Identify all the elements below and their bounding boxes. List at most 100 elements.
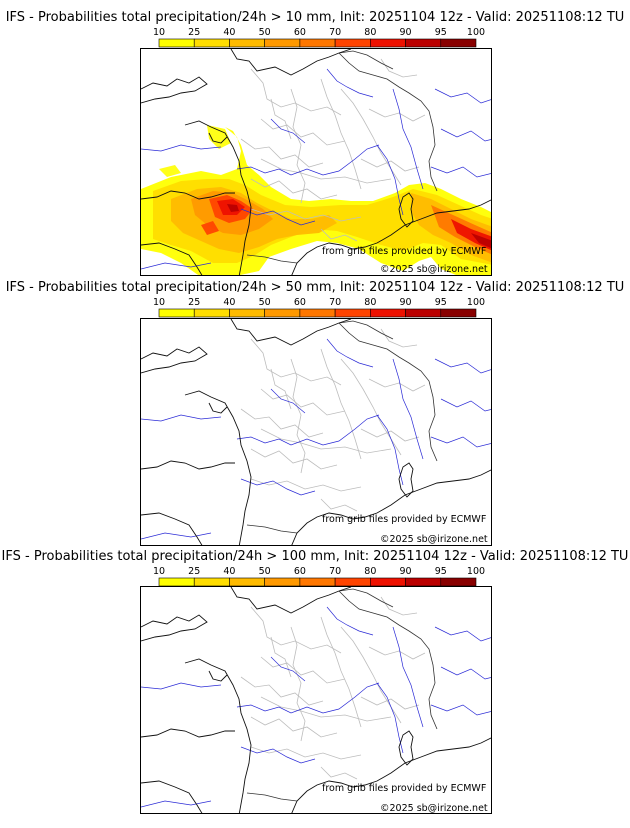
admin-boundary [270, 636, 292, 678]
river [240, 746, 316, 764]
river [392, 626, 424, 728]
coastline [141, 242, 203, 275]
coastline [141, 460, 235, 470]
colorbar-tick-label: 95 [435, 566, 447, 577]
colorbar-tick-label: 95 [435, 297, 447, 308]
colorbar-tick-label: 80 [364, 297, 376, 308]
coastline [141, 76, 208, 104]
admin-boundary [260, 428, 392, 454]
river [236, 682, 380, 714]
colorbar-swatch [229, 577, 265, 587]
coastline [141, 780, 203, 813]
colorbar-tick-label: 100 [467, 566, 485, 577]
source-credit: from grib files provided by ECMWF [322, 514, 487, 525]
colorbar-tick-label: 70 [329, 566, 341, 577]
admin-boundary [380, 328, 418, 348]
river [326, 68, 374, 98]
colorbar-swatch [440, 308, 477, 318]
admin-boundary [250, 448, 338, 470]
colorbar-swatch [440, 577, 477, 587]
colorbar-tick-label: 40 [223, 297, 235, 308]
map-canvas [141, 587, 491, 813]
coastline [230, 49, 352, 76]
river [141, 800, 212, 808]
colorbar-swatch [370, 308, 406, 318]
colorbar-swatch [334, 308, 371, 318]
coastline [230, 319, 352, 346]
admin-boundary [320, 78, 362, 190]
colorbar-swatch [158, 38, 195, 48]
coastline [291, 469, 491, 545]
country-border [246, 254, 298, 264]
colorbar-tick-label: 70 [329, 27, 341, 38]
colorbar-tick-label: 40 [223, 566, 235, 577]
admin-boundary [250, 178, 338, 200]
colorbar-tick-label: 10 [153, 27, 165, 38]
coastline [230, 587, 352, 614]
admin-boundary [380, 58, 418, 78]
admin-boundary [360, 696, 420, 710]
coastline [184, 658, 252, 813]
colorbar-tick-label: 60 [294, 27, 306, 38]
colorbar-swatch [299, 308, 336, 318]
colorbar-swatch [229, 308, 265, 318]
precip-probability-area [201, 221, 219, 235]
coastline [141, 346, 208, 374]
admin-boundary [250, 478, 362, 492]
colorbar-swatch [193, 577, 230, 587]
country-border [338, 322, 438, 462]
river [270, 388, 306, 414]
river [270, 118, 306, 144]
precip-map [140, 318, 492, 546]
colorbar: 10 25 40 50 60 70 80 90 95 100 [153, 27, 485, 48]
colorbar-tick-label: 100 [467, 27, 485, 38]
coastline [208, 132, 228, 144]
admin-boundary [260, 118, 346, 146]
admin-boundary [250, 606, 342, 654]
admin-boundary [260, 388, 346, 416]
river [440, 398, 491, 412]
admin-boundary [240, 408, 324, 438]
map-panel-10mm: IFS - Probabilities total precipitation/… [0, 8, 630, 278]
colorbar: 10 25 40 50 60 70 80 90 95 100 [153, 297, 485, 318]
corsica-coastline [398, 192, 414, 228]
country-border [338, 52, 438, 192]
river [430, 704, 491, 716]
river [440, 666, 491, 680]
precip-probability-area [471, 233, 491, 249]
map-panel-50mm: IFS - Probabilities total precipitation/… [0, 278, 630, 548]
colorbar-tick-label: 90 [400, 27, 412, 38]
colorbar-tick-label: 95 [435, 27, 447, 38]
colorbar-tick-label: 50 [259, 566, 271, 577]
country-border [338, 588, 394, 608]
admin-boundary [270, 368, 292, 410]
colorbar-tick-label: 25 [188, 566, 200, 577]
colorbar-swatch [405, 308, 442, 318]
colorbar-swatch [229, 38, 265, 48]
admin-boundary [260, 158, 392, 184]
river [236, 144, 380, 176]
river [141, 682, 222, 690]
copyright-credit: ©2025 sb@irizone.net [380, 264, 488, 275]
corsica-coastline [398, 462, 414, 498]
colorbar-tick-label: 50 [259, 27, 271, 38]
precip-probability-area [159, 165, 181, 177]
colorbar-swatch [370, 577, 406, 587]
map-panel-100mm: IFS - Probabilities total precipitation/… [0, 547, 630, 817]
admin-boundary [240, 676, 324, 706]
colorbar-tick-label: 60 [294, 566, 306, 577]
colorbar-tick-label: 25 [188, 27, 200, 38]
precip-probability-area [227, 204, 239, 212]
river [392, 88, 424, 190]
colorbar-tick-label: 80 [364, 27, 376, 38]
river [376, 682, 404, 754]
admin-boundary [368, 108, 426, 122]
precip-probability-area [207, 125, 231, 149]
precip-probability-overlay [141, 125, 491, 275]
colorbar-tick-label: 60 [294, 297, 306, 308]
admin-boundary [320, 348, 362, 460]
colorbar-tick-label: 25 [188, 297, 200, 308]
coastline [184, 120, 252, 275]
admin-boundary [320, 766, 358, 780]
country-border [246, 524, 298, 534]
